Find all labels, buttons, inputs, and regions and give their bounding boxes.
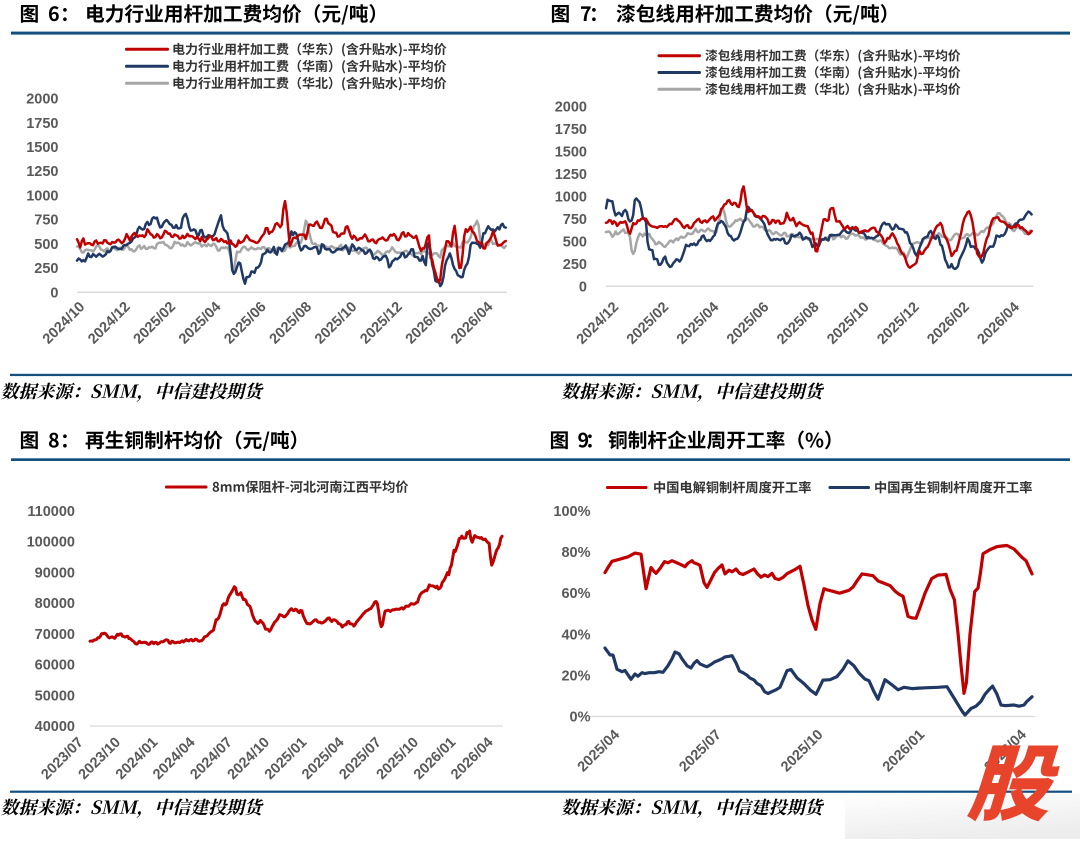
svg-text:0: 0 (50, 285, 58, 301)
svg-text:1500: 1500 (555, 144, 587, 160)
svg-text:1000: 1000 (26, 188, 58, 204)
svg-text:70000: 70000 (35, 627, 75, 643)
svg-text:100000: 100000 (27, 535, 75, 551)
svg-text:750: 750 (563, 212, 587, 228)
svg-text:20%: 20% (561, 668, 590, 684)
svg-text:2000: 2000 (555, 99, 587, 115)
svg-text:50000: 50000 (35, 688, 75, 704)
svg-text:100%: 100% (553, 504, 590, 520)
svg-text:110000: 110000 (27, 504, 75, 520)
svg-text:1250: 1250 (555, 167, 587, 183)
svg-text:90000: 90000 (35, 565, 75, 581)
svg-text:80000: 80000 (35, 596, 75, 612)
svg-text:1750: 1750 (555, 122, 587, 138)
svg-text:0: 0 (579, 279, 587, 295)
svg-text:1000: 1000 (555, 189, 587, 205)
svg-text:500: 500 (563, 234, 587, 250)
svg-text:750: 750 (34, 213, 58, 229)
svg-text:250: 250 (563, 257, 587, 273)
svg-text:60%: 60% (561, 586, 590, 602)
svg-text:1500: 1500 (26, 140, 58, 156)
svg-text:1750: 1750 (26, 116, 58, 132)
svg-text:1250: 1250 (26, 164, 58, 180)
svg-text:60000: 60000 (35, 658, 75, 674)
svg-text:250: 250 (34, 261, 58, 277)
svg-text:80%: 80% (561, 545, 590, 561)
svg-text:40%: 40% (561, 627, 590, 643)
svg-text:2000: 2000 (26, 92, 58, 108)
svg-text:0%: 0% (570, 710, 591, 726)
svg-text:40000: 40000 (35, 719, 75, 735)
svg-text:500: 500 (34, 237, 58, 253)
